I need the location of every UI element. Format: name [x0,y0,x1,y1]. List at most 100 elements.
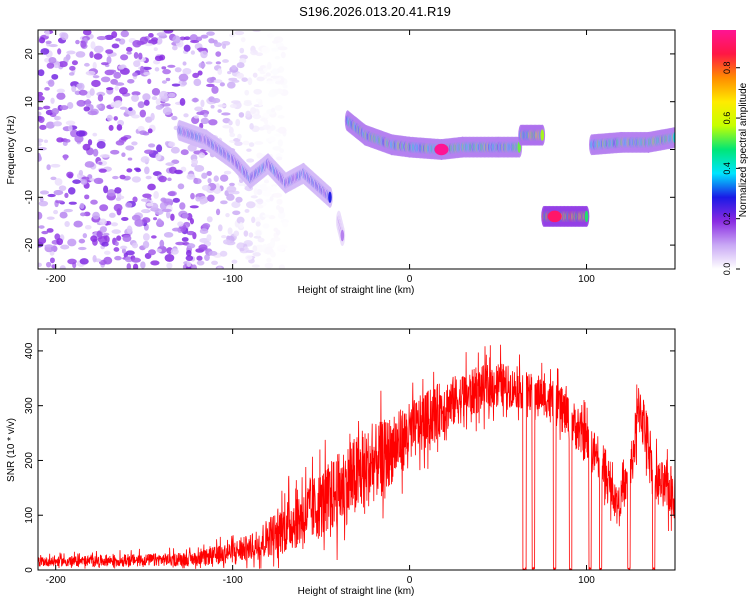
heatmap-cell [219,82,225,87]
heatmap-cell [191,264,197,269]
heatmap-cell [132,263,139,269]
heatmap-cell [67,238,77,247]
heatmap-cell [96,140,106,149]
heatmap-cell [262,214,271,218]
heatmap-cell [167,177,172,182]
heatmap-cell [124,175,131,181]
heatmap-cell [256,198,264,205]
heatmap-cell [271,47,279,52]
heatmap-cell [85,70,96,76]
heatmap-cell [172,197,180,203]
heatmap-cell [140,261,146,269]
heatmap-cell [189,218,194,225]
heatmap-cell [127,157,133,161]
heatmap-cell [109,212,116,218]
heatmap-cell [80,212,86,217]
heatmap-cell [153,47,158,52]
heatmap-cell [69,65,76,71]
heatmap-cell [38,95,45,102]
heatmap-cell [156,218,162,225]
heatmap-cell [172,35,181,44]
heatmap-cell [265,199,271,203]
heatmap-cell [540,129,545,141]
heatmap-cell [245,110,251,118]
heatmap-cell [100,62,109,66]
heatmap-cell [182,68,192,75]
heatmap-cell [60,32,69,41]
heatmap-cell [76,99,86,107]
heatmap-cell [217,68,223,75]
heatmap-cell [106,114,113,122]
heatmap-cell [106,87,114,91]
heatmap-cell [174,169,183,174]
heatmap-cell [186,230,195,236]
y-tick-label: 300 [24,397,35,414]
heatmap-cell [280,51,286,59]
heatmap-cell [83,106,90,112]
heatmap-cell [115,140,125,146]
heatmap-cell [151,37,159,42]
heatmap-cell [59,105,69,111]
heatmap-cell [211,260,218,265]
heatmap-cell [78,89,88,96]
heatmap-cell [277,139,283,147]
y-tick-label: 20 [24,48,35,60]
heatmap-cell [133,60,141,68]
heatmap-cell [59,211,68,219]
colorbar-tick-label: 0.0 [722,263,732,276]
heatmap-cell [150,260,160,266]
heatmap-cell [110,222,119,227]
heatmap-cell [111,229,122,234]
heatmap-cell [115,38,121,42]
heatmap-cell [143,72,151,76]
heatmap-cell [249,122,254,130]
heatmap-cell [51,264,57,269]
heatmap-cell [220,200,228,205]
heatmap-cell [199,200,206,205]
heatmap-cell [206,171,212,176]
heatmap-cell [244,89,250,96]
heatmap-cell [121,247,126,254]
heatmap-cell [80,179,88,185]
heatmap-cell [60,244,70,250]
heatmap-cell [92,61,97,70]
heatmap-cell [213,175,219,182]
heatmap-cell [206,234,212,242]
heatmap-cell [80,40,87,48]
heatmap-cell [125,202,133,208]
heatmap-cell [227,71,232,75]
heatmap-cell [206,83,215,88]
heatmap-cell [66,50,76,55]
heatmap-cell [248,232,254,238]
heatmap-cell [154,67,160,72]
heatmap-cell [99,204,109,212]
heatmap-cell [38,236,47,244]
heatmap-cell [38,262,42,268]
heatmap-cell [205,61,213,65]
heatmap-cell [51,73,59,80]
heatmap-cell [231,259,238,264]
heatmap-cell [125,250,135,256]
heatmap-cell [131,242,139,249]
heatmap-cell [240,37,246,43]
heatmap-cell [50,163,61,168]
heatmap-cell [234,30,245,36]
heatmap-cell [236,216,245,224]
heatmap-cell [121,152,126,158]
heatmap-cell [38,91,44,97]
heatmap-cell [193,78,202,87]
spectrogram-y-label: Frequency (Hz) [6,116,17,185]
heatmap-cell [131,214,141,221]
heatmap-cell [120,54,129,61]
heatmap-cell [58,185,67,192]
heatmap-cell [144,166,150,175]
heatmap-cell [250,50,259,56]
heatmap-cell [165,77,171,82]
heatmap-cell [274,55,281,60]
heatmap-cell [142,233,150,241]
heatmap-cell [143,99,150,106]
heatmap-cell [236,242,246,250]
heatmap-cell [252,72,258,78]
